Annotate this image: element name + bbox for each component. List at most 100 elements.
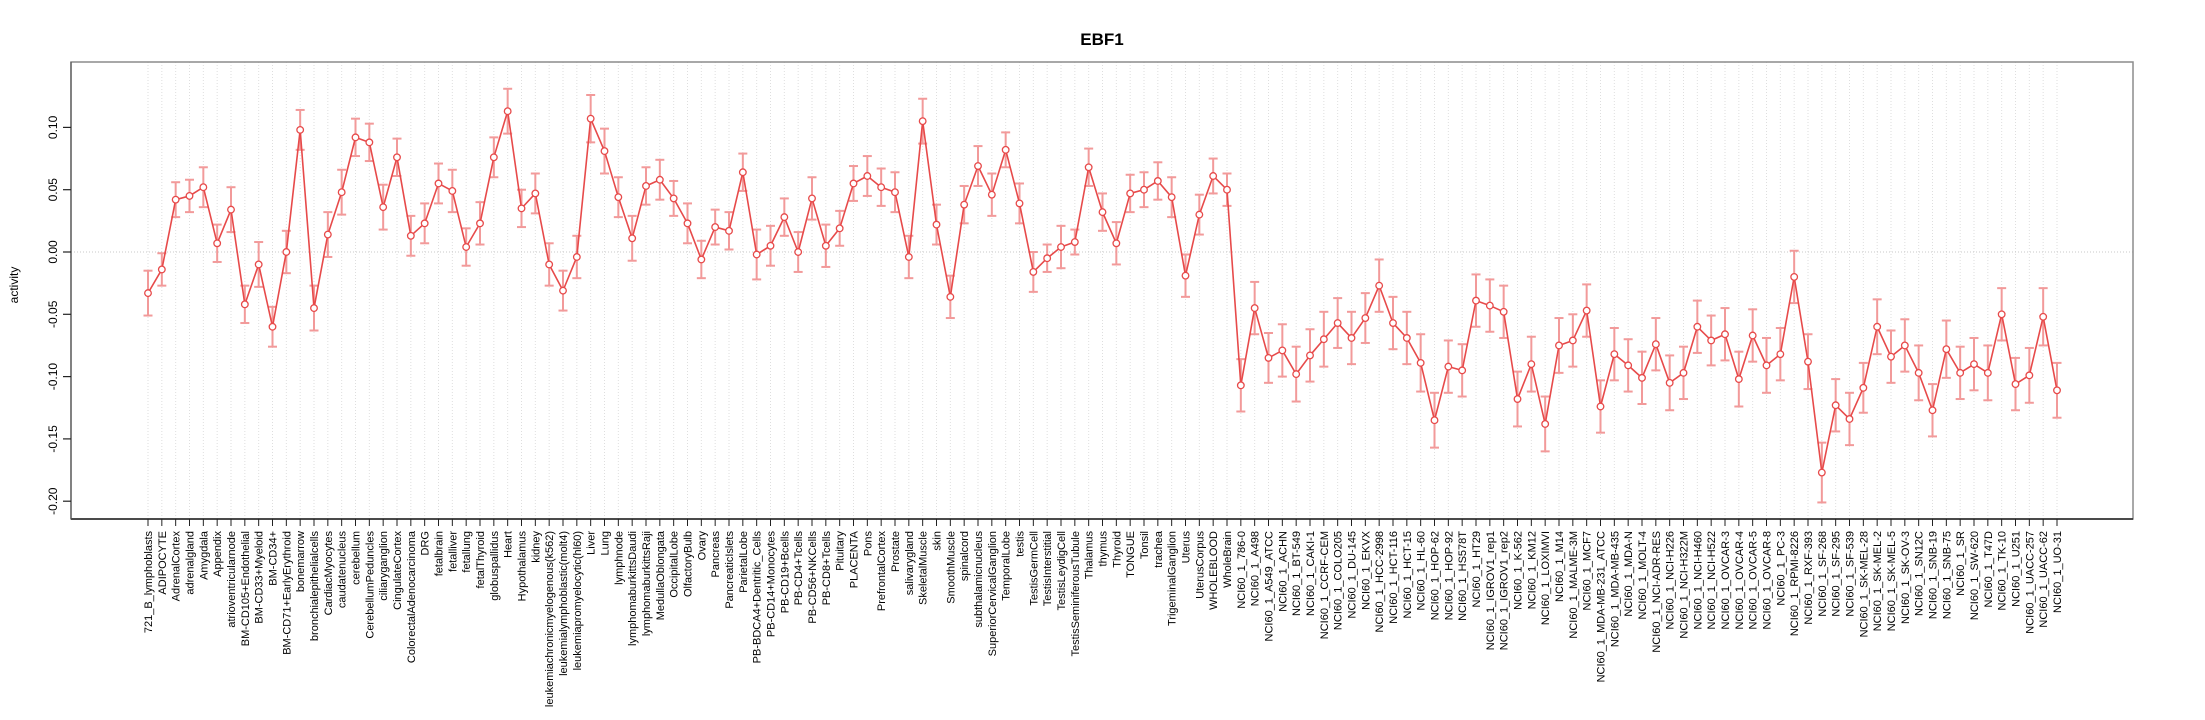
- y-tick-label: 0.00: [46, 240, 60, 264]
- x-tick-label: TemporalLobe: [1001, 531, 1013, 601]
- data-point: [517, 204, 526, 213]
- x-tick-label: NCI60_1_NCI-H460: [1692, 531, 1704, 629]
- data-point: [586, 114, 595, 123]
- data-point: [1734, 375, 1743, 384]
- x-tick-label: salivarygland: [904, 531, 916, 595]
- data-point: [1485, 301, 1494, 310]
- x-tick-label: NCI60_1_ACHN: [1277, 531, 1289, 612]
- x-tick-label: Pons: [862, 531, 874, 557]
- data-point: [1831, 401, 1840, 410]
- x-tick-label: BM-CD33+Myeloid: [254, 531, 266, 624]
- x-tick-label: Liver: [586, 531, 598, 555]
- x-tick-label: NCI60_1_TK-10: [1997, 531, 2009, 611]
- y-tick-label: -0.20: [46, 487, 60, 515]
- data-point: [780, 213, 789, 222]
- x-tick-label: WHOLEBLOOD: [1208, 531, 1220, 610]
- data-point: [1513, 395, 1522, 403]
- x-tick-label: NCI60_1_NCI-H226: [1665, 531, 1677, 629]
- data-point: [1817, 468, 1826, 477]
- data-point: [406, 231, 415, 240]
- data-point: [1665, 378, 1674, 387]
- data-point: [448, 186, 457, 195]
- x-tick-label: leukemiapromyelocytic(hl60): [572, 531, 584, 670]
- x-tick-label: NCI60_1_NCI-H322M: [1679, 531, 1691, 639]
- x-tick-label: leukemialymphoblastic(molt4): [558, 531, 570, 676]
- data-point: [1956, 368, 1965, 377]
- data-point: [268, 322, 277, 331]
- data-point: [1084, 163, 1093, 172]
- x-tick-label: lymphomaburkittsDaudi: [627, 531, 639, 646]
- x-tick-label: NCI60_1_KM12: [1526, 531, 1538, 609]
- x-tick-label: Heart: [503, 531, 515, 558]
- x-tick-label: NCI60_1_HS578T: [1457, 531, 1469, 621]
- x-tick-label: NCI60_1_SNB-19: [1928, 531, 1940, 619]
- data-point: [144, 289, 152, 298]
- data-point: [199, 183, 208, 192]
- x-tick-label: WholeBrain: [1222, 531, 1234, 588]
- data-point: [600, 147, 609, 156]
- x-tick-label: Tonsil: [1139, 531, 1151, 559]
- x-tick-label: NCI60_1_PC-3: [1775, 531, 1787, 606]
- data-point: [1582, 306, 1591, 315]
- data-point: [351, 133, 360, 142]
- x-tick-label: NCI60_1_HOP-62: [1430, 531, 1442, 620]
- x-tick-label: NCI60_1_IGROV1_rep1: [1485, 531, 1497, 650]
- x-tick-label: TrigeminalGanglion: [1167, 531, 1179, 626]
- data-point: [1596, 402, 1605, 411]
- data-point: [1458, 366, 1467, 375]
- series-line: [147, 110, 2058, 474]
- data-point: [489, 153, 498, 162]
- data-point: [1029, 267, 1038, 276]
- x-tick-label: NCI60_1_EKVX: [1360, 530, 1372, 610]
- x-tick-label: NCI60_1_OVCAR-3: [1720, 531, 1732, 629]
- data-point: [282, 248, 291, 256]
- x-tick-label: Uterus: [1181, 531, 1193, 564]
- data-point: [1942, 345, 1951, 354]
- x-tick-label: adrenalgland: [185, 531, 197, 595]
- data-point: [1223, 185, 1231, 194]
- data-point: [1914, 368, 1923, 377]
- x-tick-label: NCI60_1_MDA-N: [1623, 531, 1635, 617]
- data-point: [725, 226, 733, 235]
- x-tick-label: NCI60_1_OVCAR-5: [1748, 531, 1760, 629]
- x-tick-label: SkeletalMuscle: [918, 531, 930, 605]
- page-title: EBF1: [1080, 30, 1124, 49]
- x-tick-label: NCI60_1_SK-MEL-28: [1858, 531, 1870, 637]
- x-tick-label: NCI60_1_UACC-62: [2038, 531, 2050, 628]
- x-tick-label: NCI60_1_SK-MEL-5: [1886, 531, 1898, 631]
- data-point: [1970, 360, 1978, 369]
- x-tick-label: PB-CD56+NKCells: [807, 531, 819, 624]
- x-tick-label: NCI60_1_SNB-75: [1941, 531, 1953, 619]
- y-axis-ticks: [63, 126, 71, 502]
- x-tick-label: NCI60_1_U251: [2011, 531, 2023, 607]
- data-point: [1375, 281, 1384, 290]
- data-point: [946, 292, 955, 301]
- x-tick-label: NCI60_1_K-562: [1513, 531, 1525, 610]
- data-point: [849, 179, 858, 188]
- x-tick-label: globuspallidus: [489, 531, 501, 601]
- x-tick-label: MedullaOblongata: [655, 530, 667, 620]
- data-point: [1693, 322, 1702, 331]
- data-point: [545, 260, 554, 269]
- x-tick-label: OlfactoryBulb: [683, 531, 695, 597]
- y-tick-label: -0.15: [46, 425, 60, 453]
- x-tick-label: DRG: [420, 531, 432, 555]
- x-tick-label: NCI60_1_LOXIMVI: [1540, 531, 1552, 625]
- data-point: [655, 175, 664, 184]
- x-tick-label: ADIPOCYTE: [157, 531, 169, 595]
- data-point: [794, 248, 803, 256]
- data-point: [1057, 243, 1065, 251]
- x-tick-label: PLACENTA: [849, 530, 861, 588]
- data-point: [1748, 331, 1757, 340]
- x-tick-label: PrefrontalCortex: [876, 531, 888, 612]
- data-point: [1264, 353, 1273, 362]
- x-tick-label: PB-CD4+Tcells: [793, 531, 805, 606]
- data-point: [572, 253, 581, 261]
- data-point: [365, 138, 374, 147]
- x-tick-label: caudatenucleus: [337, 531, 349, 609]
- data-point: [1527, 360, 1536, 369]
- data-point: [918, 117, 927, 126]
- x-tick-label: thymus: [1098, 531, 1110, 567]
- x-tick-label: CingulateCortex: [392, 531, 404, 610]
